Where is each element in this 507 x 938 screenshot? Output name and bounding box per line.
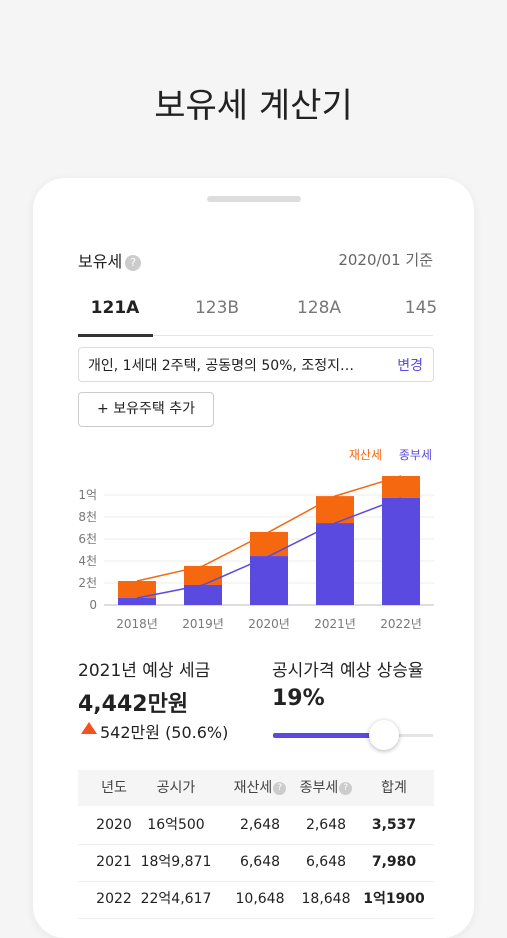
trend-line <box>136 475 402 582</box>
rate-label: 공시가격 예상 상승율 <box>272 661 424 681</box>
handle[interactable] <box>207 196 301 202</box>
tax-label: 2021년 예상 세금 <box>78 661 211 681</box>
legend-entry: 종부세 <box>399 448 432 462</box>
header-cell: 합계 <box>358 770 430 806</box>
tax-value: 4,442만원 <box>78 692 189 717</box>
tab[interactable]: 145 <box>404 298 438 318</box>
x-tick-label: 2018년 <box>116 617 158 631</box>
table-cell: 2,648 <box>305 817 347 833</box>
bar-segment <box>316 496 354 524</box>
y-tick-label: 2천 <box>78 575 97 590</box>
table-cell: 2,648 <box>239 817 281 833</box>
slider-knob[interactable] <box>369 720 399 750</box>
bar-segment <box>118 597 156 605</box>
header-text: 종부세 <box>299 780 339 796</box>
help-icon[interactable]: ? <box>125 254 142 271</box>
table-header: 년도 공시가 재산세? 종부세? 합계 <box>78 770 434 806</box>
page-title: 보유세 계산기 <box>154 86 353 126</box>
filter-action[interactable]: 변경 <box>397 358 423 374</box>
header-cell: 년도 <box>78 770 150 806</box>
bar-segment <box>250 531 288 557</box>
table-cell: 3,537 <box>371 817 417 833</box>
table-cell: 2021 <box>96 854 132 870</box>
up-triangle <box>81 722 97 734</box>
y-tick-label: 0 <box>89 598 97 612</box>
page: 보유세 계산기 보유세? 2020/01 기준 121A 123B 128A 145 … <box>78 86 438 919</box>
header-cell: 재산세? <box>224 770 296 806</box>
header-text: 공시가 <box>156 780 196 796</box>
bar-segment <box>184 584 222 605</box>
add-button[interactable]: + 보유주택 추가 <box>78 392 214 427</box>
x-tick-label: 2021년 <box>314 617 356 631</box>
tab[interactable]: 123B <box>194 298 240 318</box>
table-cell: 6,648 <box>305 854 347 870</box>
tax-change: 542만원 (50.6%) <box>100 723 229 742</box>
legend-entry: 재산세 <box>349 448 382 462</box>
y-tick-label: 6천 <box>78 531 97 546</box>
table-row: 2022 22억4,617 10,648 18,648 1억1900 <box>78 881 434 919</box>
header-text: 합계 <box>381 780 407 796</box>
filter-box[interactable]: 개인, 1세대 2주택, 공동명의 50%, 조정지… 변경 <box>78 347 434 382</box>
bar-segment <box>118 581 156 598</box>
y-tick-label: 4천 <box>78 553 97 568</box>
header-text: 년도 <box>101 780 127 796</box>
tab-divider <box>78 335 433 336</box>
y-tick-label: 8천 <box>78 509 97 524</box>
help-icon[interactable]: ? <box>339 781 353 795</box>
bar-segment <box>250 556 288 605</box>
bar-segment <box>382 497 420 605</box>
label-text: 보유세 <box>78 252 123 271</box>
table-cell: 16억500 <box>147 817 205 833</box>
header-text: 재산세 <box>233 780 273 796</box>
tab[interactable]: 121A <box>90 298 140 318</box>
table-cell: 6,648 <box>239 854 281 870</box>
x-tick-label: 2019년 <box>182 617 224 631</box>
x-tick-label: 2022년 <box>380 617 422 631</box>
table-cell: 2020 <box>96 817 132 833</box>
add-label: 보유주택 추가 <box>113 401 195 417</box>
header-cell: 공시가 <box>140 770 212 806</box>
trend-line <box>136 497 402 599</box>
tab-indicator <box>78 334 153 337</box>
table-cell: 7,980 <box>371 854 417 870</box>
bar-segment <box>382 475 420 498</box>
plus-icon: + <box>97 401 114 417</box>
slider-fill <box>273 733 384 738</box>
tab[interactable]: 128A <box>296 298 342 318</box>
rate-value: 19% <box>272 686 325 711</box>
table-cell: 18억9,871 <box>140 854 212 870</box>
y-tick-label: 1억 <box>78 488 97 502</box>
section-label: 보유세? <box>78 248 142 272</box>
x-tick-label: 2020년 <box>248 617 290 631</box>
help-icon[interactable]: ? <box>273 781 287 795</box>
filter-text: 개인, 1세대 2주택, 공동명의 50%, 조정지… <box>88 358 354 374</box>
table-row: 2020 16억500 2,648 2,648 3,537 <box>78 807 434 845</box>
bar-segment <box>316 523 354 605</box>
header-cell: 종부세? <box>290 770 362 806</box>
basis-date: 2020/01 기준 <box>338 251 433 269</box>
table-row: 2021 18억9,871 6,648 6,648 7,980 <box>78 844 434 882</box>
chart: 0 2천 4천 6천 8천 1억 2018년 2019년 2020년 2021년 2022년 종부세 재… <box>78 448 434 631</box>
